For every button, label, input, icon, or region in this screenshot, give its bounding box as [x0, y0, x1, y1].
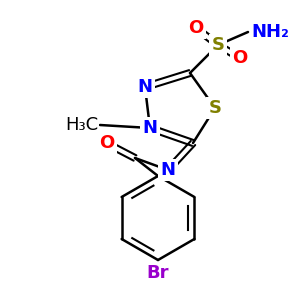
Text: N: N [142, 119, 158, 137]
Text: N: N [160, 161, 175, 179]
Text: O: O [232, 49, 247, 67]
Text: O: O [99, 134, 115, 152]
Text: O: O [188, 19, 204, 37]
Text: H₃C: H₃C [65, 116, 98, 134]
Text: S: S [212, 36, 224, 54]
Text: Br: Br [147, 264, 169, 282]
Text: N: N [137, 78, 152, 96]
Text: S: S [208, 99, 221, 117]
Text: NH₂: NH₂ [251, 23, 289, 41]
